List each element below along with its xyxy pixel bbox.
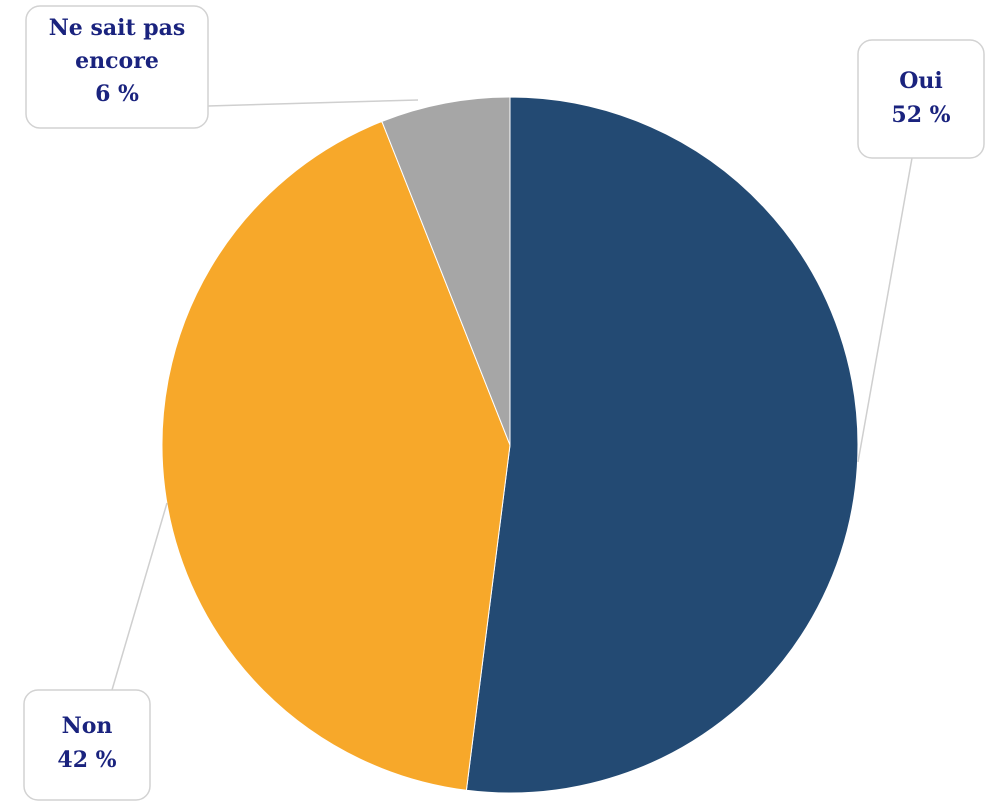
pie-slice-ne-sait-pas-encore xyxy=(381,96,511,446)
data-label-category: encore xyxy=(75,48,159,74)
leader-line-oui xyxy=(857,157,913,463)
callout-box-non xyxy=(23,689,151,801)
pie-slice-oui xyxy=(465,96,859,794)
data-label-oui: Oui 52 % xyxy=(891,68,950,128)
pie-slices xyxy=(161,96,859,794)
data-label-non: Non 42 % xyxy=(57,713,116,773)
data-label-value: 52 % xyxy=(891,102,950,128)
data-label-ne-sait-pas-encore: Ne sait pas encore 6 % xyxy=(49,15,186,107)
data-label-category: Oui xyxy=(899,68,943,94)
data-label-callouts: Oui 52 % Non 42 % Ne sait pas encore 6 % xyxy=(23,5,985,801)
callout-box-ne-sait-pas-encore xyxy=(25,5,209,129)
data-label-category: Non xyxy=(62,713,113,739)
data-label-value: 42 % xyxy=(57,747,116,773)
leader-line-ne-sait-pas-encore xyxy=(207,99,419,107)
leader-line-non xyxy=(111,502,168,691)
data-label-category: Ne sait pas xyxy=(49,15,186,41)
callout-box-oui xyxy=(857,39,985,159)
pie-slice-non xyxy=(161,120,511,791)
data-label-value: 6 % xyxy=(95,81,139,107)
